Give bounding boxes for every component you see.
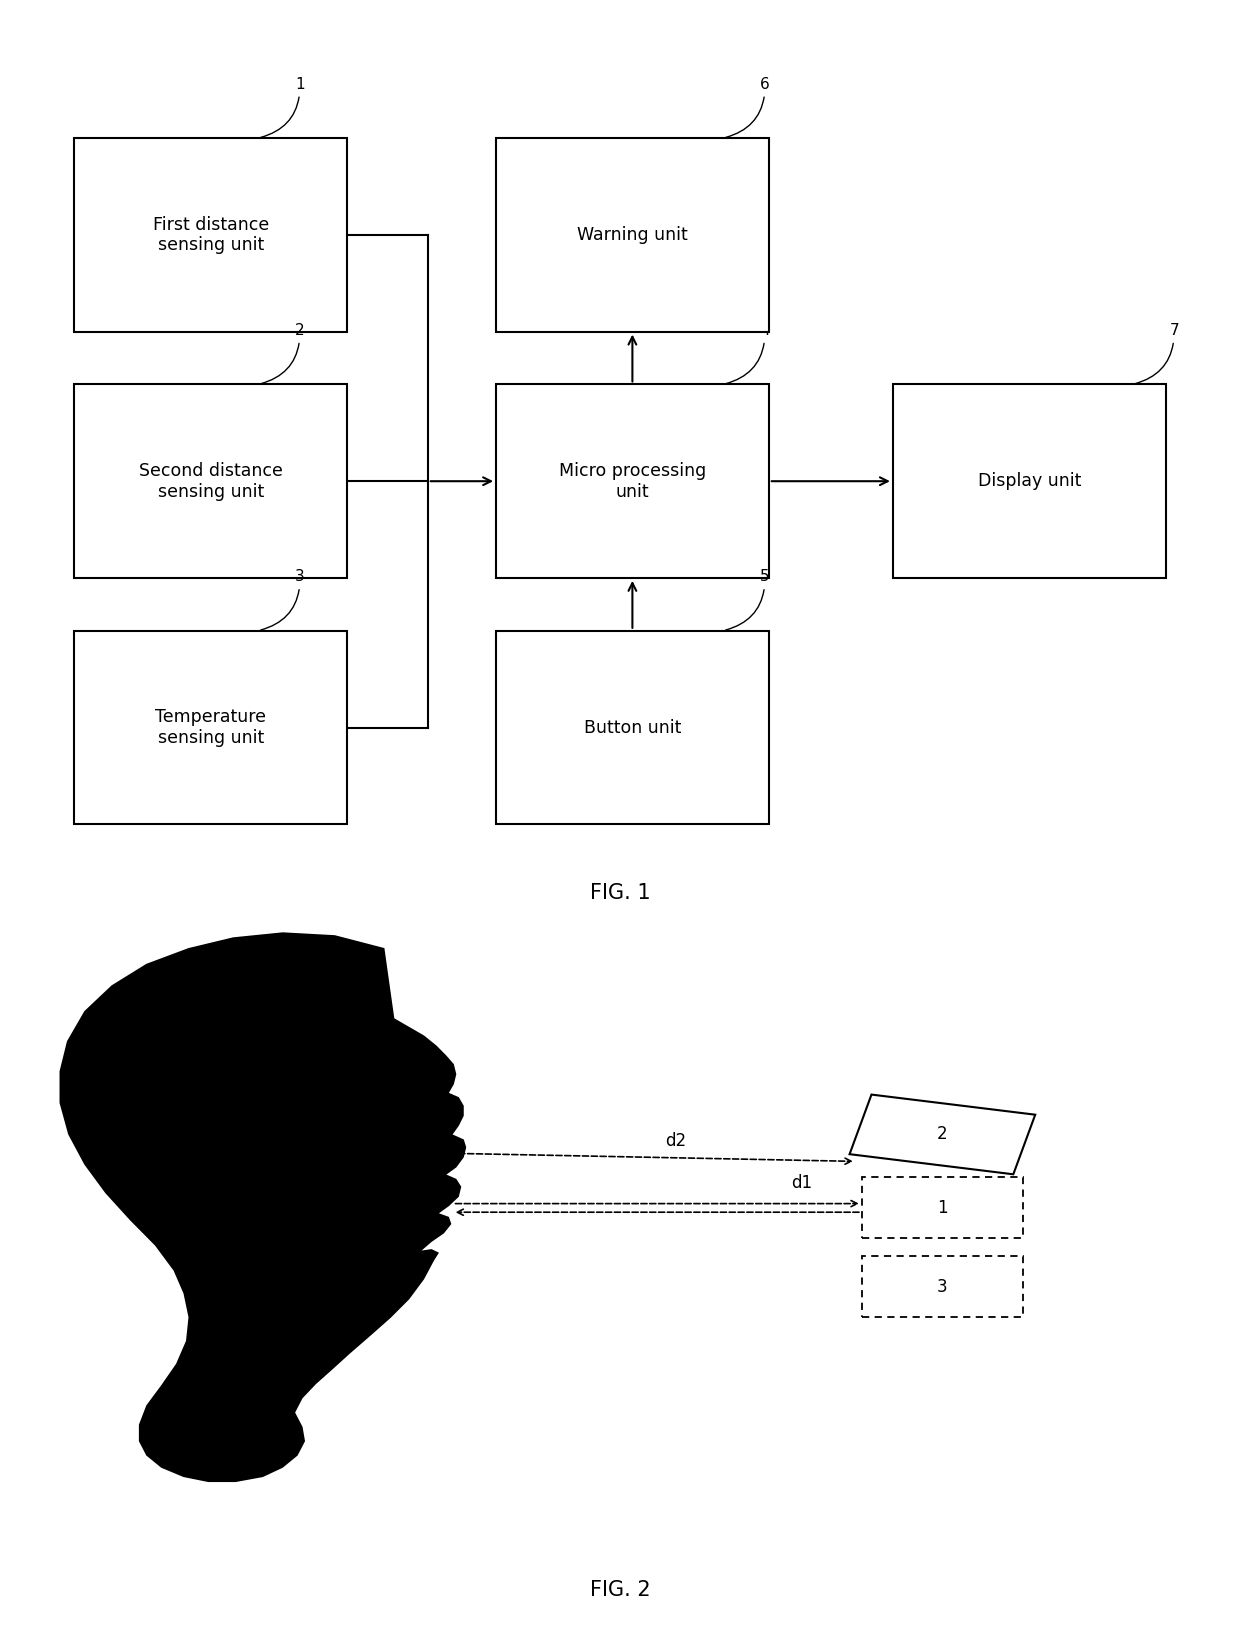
Text: FIG. 2: FIG. 2 (590, 1580, 650, 1600)
Text: 1: 1 (937, 1199, 947, 1217)
Text: FIG. 1: FIG. 1 (590, 883, 650, 904)
Text: 2: 2 (260, 323, 305, 384)
Text: d1: d1 (791, 1175, 812, 1192)
Text: Warning unit: Warning unit (577, 226, 688, 244)
Text: 4: 4 (725, 323, 770, 384)
FancyBboxPatch shape (862, 1256, 1023, 1318)
Text: 6: 6 (725, 77, 770, 137)
FancyBboxPatch shape (74, 630, 347, 824)
Text: 3: 3 (937, 1277, 947, 1295)
Text: Second distance
sensing unit: Second distance sensing unit (139, 461, 283, 500)
Text: First distance
sensing unit: First distance sensing unit (153, 215, 269, 254)
Text: Micro processing
unit: Micro processing unit (559, 461, 706, 500)
FancyBboxPatch shape (849, 1095, 1035, 1175)
FancyBboxPatch shape (496, 384, 769, 578)
FancyBboxPatch shape (74, 384, 347, 578)
FancyBboxPatch shape (893, 384, 1166, 578)
Text: d2: d2 (666, 1132, 687, 1150)
Text: Display unit: Display unit (977, 472, 1081, 490)
FancyBboxPatch shape (496, 138, 769, 332)
FancyBboxPatch shape (496, 630, 769, 824)
Text: Button unit: Button unit (584, 718, 681, 736)
Text: Temperature
sensing unit: Temperature sensing unit (155, 709, 267, 748)
FancyBboxPatch shape (862, 1178, 1023, 1238)
Text: 1: 1 (260, 77, 305, 137)
Text: 5: 5 (725, 569, 770, 630)
Text: 3: 3 (260, 569, 305, 630)
FancyBboxPatch shape (74, 138, 347, 332)
Text: 2: 2 (937, 1126, 947, 1144)
Polygon shape (60, 932, 466, 1482)
Text: 7: 7 (1135, 323, 1179, 384)
